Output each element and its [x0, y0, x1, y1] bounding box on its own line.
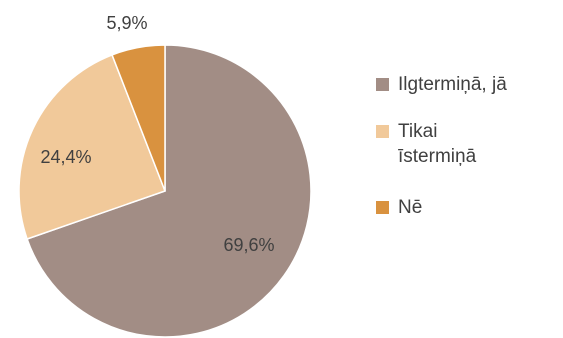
legend-item-ne: Nē	[376, 195, 556, 220]
pie-slice-ilgtermina	[26, 44, 312, 338]
pie-slices	[18, 44, 312, 338]
data-label: 5,9%	[106, 13, 147, 33]
legend-swatch	[376, 201, 389, 214]
legend-swatch	[376, 78, 389, 91]
pie-data-labels: 69,6% 24,4% 5,9%	[40, 13, 274, 255]
legend-label: Nē	[398, 197, 423, 218]
legend-label: Ilgtermiņā, jā	[398, 74, 507, 95]
pie-slice-tikai-istermina	[18, 53, 166, 240]
legend-swatch	[376, 125, 389, 138]
legend-item-ilgtermina: Ilgtermiņā, jā	[376, 72, 556, 97]
chart-legend: Ilgtermiņā, jā Tikai īstermiņā Nē	[376, 72, 556, 242]
data-label: 24,4%	[40, 147, 91, 167]
data-label: 69,6%	[223, 235, 274, 255]
legend-label: Tikai īstermiņā	[398, 121, 477, 167]
legend-item-tikai-istermina: Tikai īstermiņā	[376, 119, 556, 169]
pie-slice-ne	[111, 44, 166, 192]
